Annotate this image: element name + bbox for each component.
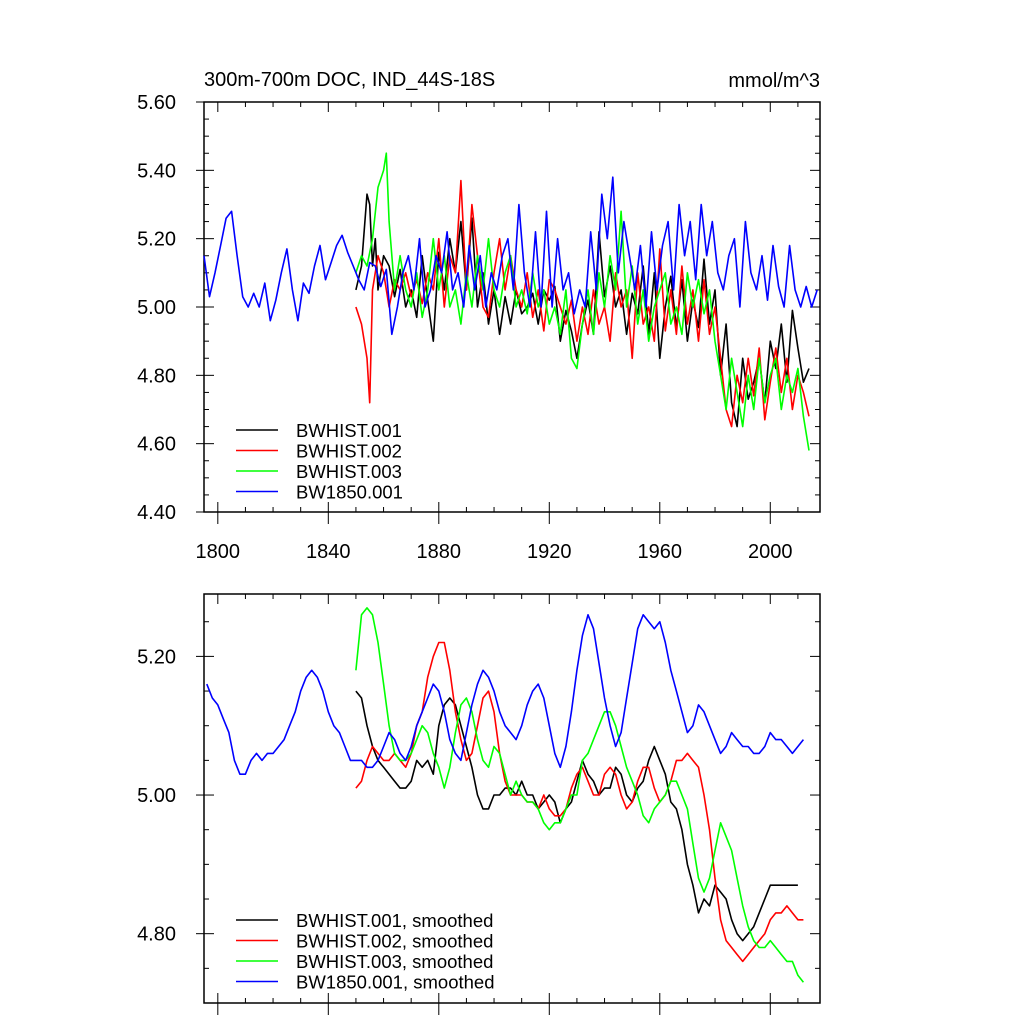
y-tick-label: 5.00	[137, 785, 176, 807]
legend-label: BWHIST.002, smoothed	[296, 931, 493, 952]
legend-label: BWHIST.002	[296, 441, 402, 462]
bottom-plot-area: 4.80 5.00 5.20	[137, 593, 821, 1015]
x-tick-label: 1800	[196, 541, 241, 563]
y-tick-label: 5.20	[137, 646, 176, 668]
legend-label: BWHIST.003, smoothed	[296, 951, 493, 972]
series-line-1	[355, 193, 810, 428]
y-tick-label: 5.20	[137, 229, 176, 251]
bottom-panel: 4.805.005.20 BWHIST.001, smoothedBWHIST.…	[137, 593, 821, 1015]
x-tick-label: 1880	[417, 541, 462, 563]
series-line-2	[355, 179, 810, 428]
y-tick-label: 4.40	[137, 502, 176, 524]
series-line-1	[355, 690, 798, 942]
series-line-4	[203, 176, 818, 336]
top-panel: 300m-700m DOC, IND_44S-18S mmol/m^3 1800…	[137, 69, 821, 563]
series-line-3	[355, 152, 810, 451]
legend-label: BWHIST.001, smoothed	[296, 910, 493, 931]
series-line-4	[206, 613, 805, 776]
y-tick-label: 4.60	[137, 434, 176, 456]
x-tick-label: 1960	[638, 541, 683, 563]
series-line-2	[355, 641, 804, 963]
y-tick-label: 5.00	[137, 297, 176, 319]
units-label: mmol/m^3	[728, 70, 820, 92]
chart-title: 300m-700m DOC, IND_44S-18S	[204, 69, 495, 91]
legend-label: BWHIST.003	[296, 461, 402, 482]
x-tick-label: 1840	[306, 541, 351, 563]
x-tick-label: 2000	[748, 541, 793, 563]
y-tick-label: 4.80	[137, 365, 176, 387]
legend-label: BW1850.001, smoothed	[296, 972, 495, 993]
y-tick-label: 5.60	[137, 92, 176, 114]
plot-frame	[203, 593, 821, 1004]
legend-label: BWHIST.001	[296, 420, 402, 441]
x-tick-label: 1920	[527, 541, 572, 563]
y-tick-label: 5.40	[137, 160, 176, 182]
series-line-3	[355, 607, 805, 983]
top-plot-area: 1800 1840 1880 1920 1960 2000 4.40 4.60 4.80 5.00…	[137, 92, 821, 563]
legend-label: BW1850.001	[296, 482, 403, 503]
y-tick-label: 4.80	[137, 924, 176, 946]
